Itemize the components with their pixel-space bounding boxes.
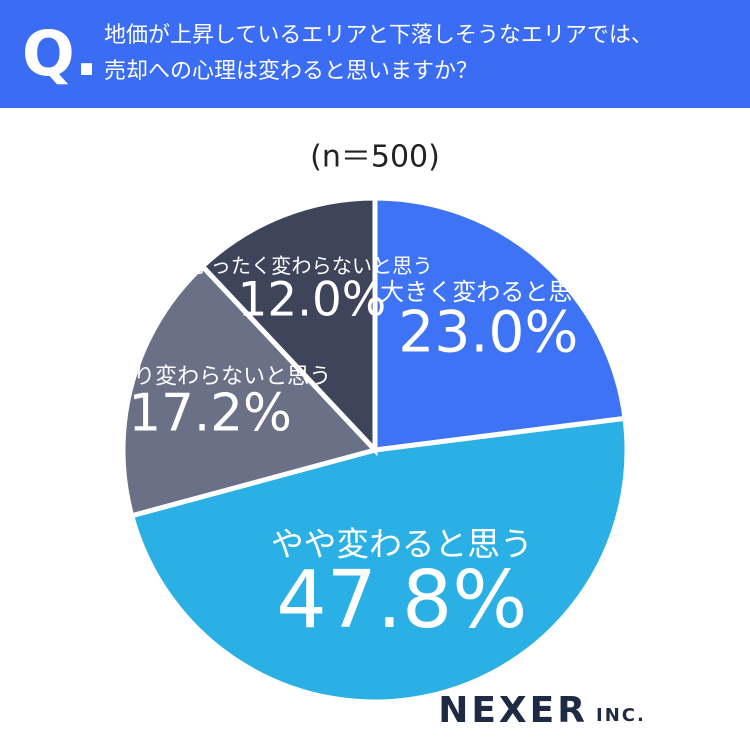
pie-slice xyxy=(120,262,380,519)
header: Q. 地価が上昇しているエリアと下落しそうなエリアでは、売却への心理は変わると思… xyxy=(0,0,750,108)
slice-label: やや変わると思う xyxy=(271,525,533,563)
brand-suffix: INC. xyxy=(596,705,646,726)
slice-label: あまり変わらないと思う xyxy=(89,364,331,389)
pie-slice xyxy=(198,195,378,457)
pie-slice xyxy=(128,415,630,705)
value-label: 12.0% xyxy=(238,273,387,327)
question-mark: Q. xyxy=(22,17,99,90)
question: 地価が上昇しているエリアと下落しそうなエリアでは、売却への心理は変わると思います… xyxy=(104,23,653,84)
slice-label: まったく変わらないと思う xyxy=(191,254,432,278)
subtitle: (n＝500) xyxy=(310,140,440,175)
value-label: 17.2% xyxy=(128,383,292,443)
slice-label: 大きく変わると思う xyxy=(380,278,596,306)
brand-name: NEXER xyxy=(438,690,588,731)
value-label: 47.8% xyxy=(276,554,527,646)
value-label: 23.0% xyxy=(398,300,578,366)
pie-slice xyxy=(372,195,628,453)
